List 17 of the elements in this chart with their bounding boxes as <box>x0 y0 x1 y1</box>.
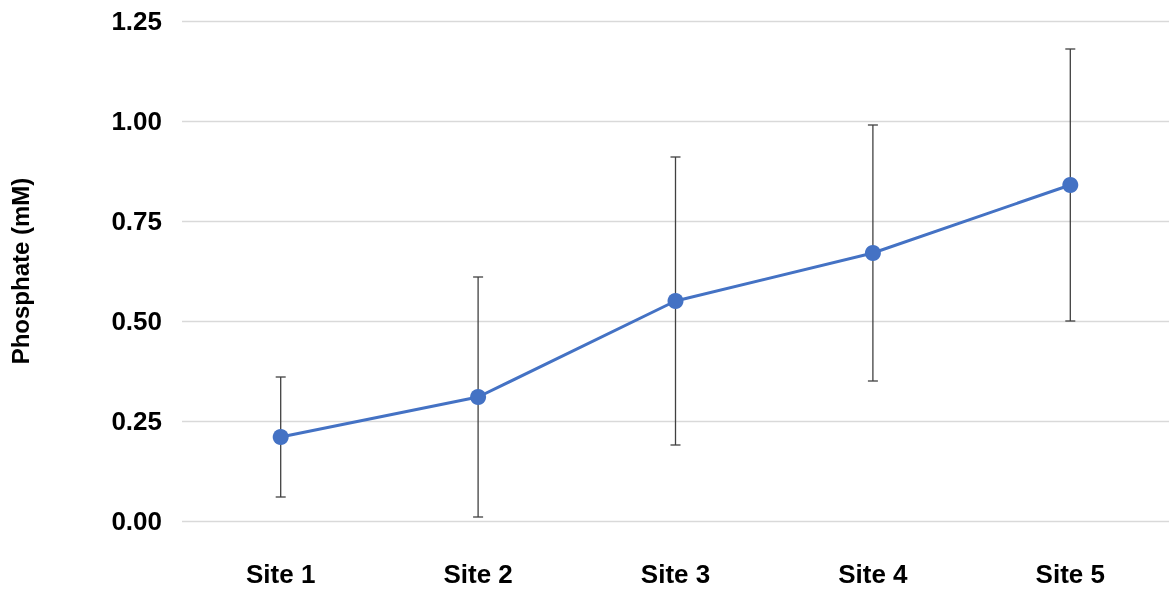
point <box>864 245 881 261</box>
y-tick-label: 0.00 <box>111 506 162 536</box>
point <box>272 429 289 445</box>
x-tick-label: Site 2 <box>443 559 513 589</box>
point <box>1062 177 1079 193</box>
y-tick-label: 0.25 <box>111 406 162 436</box>
y-tick-label: 1.00 <box>111 106 162 136</box>
point <box>667 293 684 309</box>
point <box>470 389 487 405</box>
x-tick-label: Site 4 <box>838 559 909 589</box>
x-tick-label: Site 5 <box>1035 559 1105 589</box>
y-tick-label: 1.25 <box>111 6 162 36</box>
y-axis-title: Phosphate (mM) <box>6 177 34 365</box>
x-tick-label: Site 1 <box>246 559 316 589</box>
y-tick-label: 0.75 <box>111 206 162 236</box>
x-tick-label: Site 3 <box>640 559 711 589</box>
y-tick-label: 0.50 <box>111 306 162 336</box>
